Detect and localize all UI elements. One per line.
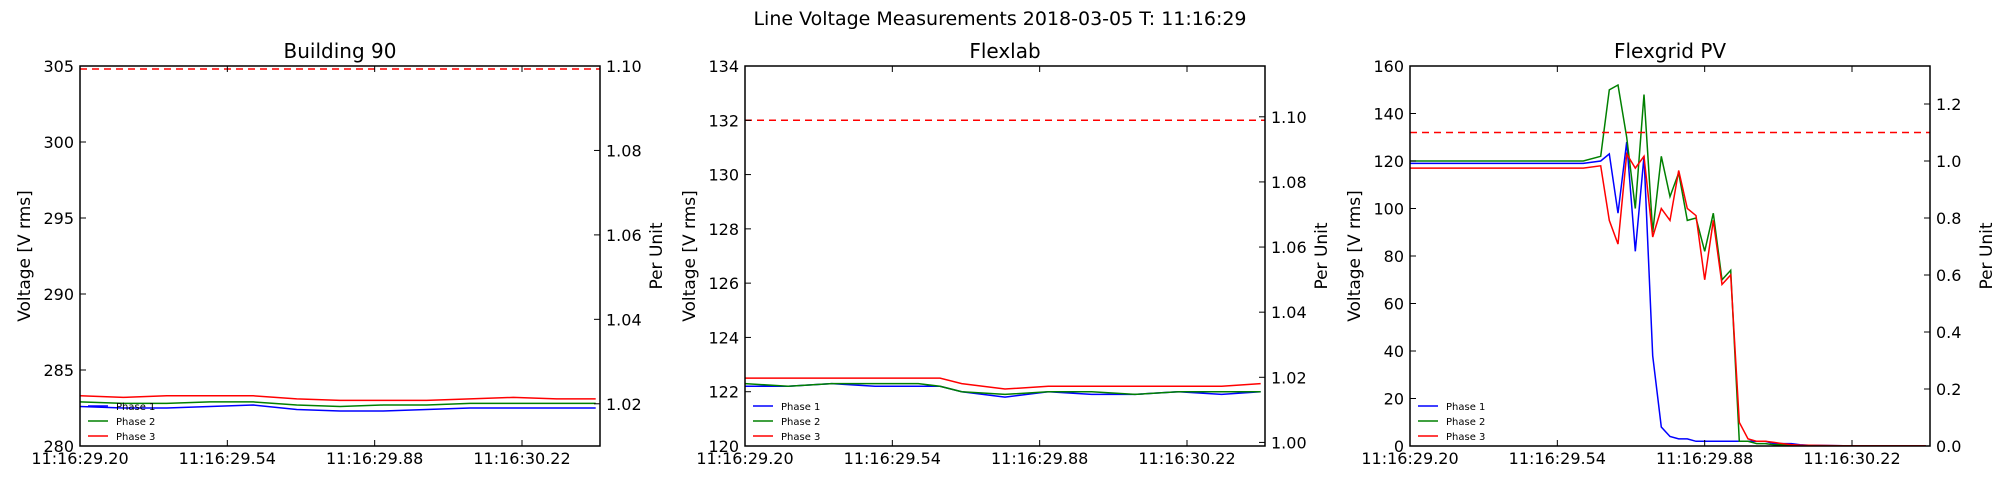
- series-line-phase-3: [745, 377, 1261, 390]
- y-tick-label: 126: [708, 274, 739, 293]
- chart-panel-2: Flexlab 11:16:29.20 11:16:29.54 11:16:29.88…: [680, 39, 1332, 468]
- legend: Phase 1 Phase 2 Phase 3: [1418, 402, 1485, 443]
- x-tick-label: 11:16:29.20: [31, 449, 128, 468]
- y2-tick-label: 1.04: [1271, 303, 1307, 322]
- y-tick-label: 132: [708, 111, 739, 130]
- y-tick-label: 120: [1373, 152, 1404, 171]
- y2-tick-label: 1.08: [1271, 173, 1307, 192]
- y-tick-label: 130: [708, 166, 739, 185]
- legend: Phase 1 Phase 2 Phase 3: [88, 402, 155, 443]
- x-tick-label: 11:16:29.88: [1656, 449, 1753, 468]
- x-tick-label: 11:16:30.22: [1138, 449, 1235, 468]
- legend-label-phase-1: Phase 1: [781, 402, 820, 413]
- legend-label-phase-3: Phase 3: [781, 432, 820, 443]
- legend-label-phase-3: Phase 3: [116, 432, 155, 443]
- x-tick-label: 11:16:29.20: [1361, 449, 1458, 468]
- legend-label-phase-2: Phase 2: [116, 417, 155, 428]
- series-line-phase-1: [80, 404, 596, 412]
- y-tick-label: 285: [43, 361, 74, 380]
- y2-tick-label: 0.4: [1936, 323, 1961, 342]
- series-group: [745, 119, 1265, 398]
- axes-frame: [1409, 65, 1931, 447]
- y-tick-label: 20: [1384, 390, 1404, 409]
- y2-axis-label: Per Unit: [1312, 222, 1332, 289]
- y2-tick-label: 1.06: [1271, 238, 1307, 257]
- legend-label-phase-2: Phase 2: [781, 417, 820, 428]
- x-tick-label: 11:16:29.88: [326, 449, 423, 468]
- y2-tick-label: 1.06: [606, 226, 642, 245]
- y-tick-label: 305: [43, 57, 74, 76]
- y-tick-label: 134: [708, 57, 739, 76]
- y-axis-label: Voltage [V rms]: [1345, 190, 1365, 322]
- y2-tick-label: 1.04: [606, 310, 642, 329]
- series-line-phase-2: [745, 382, 1261, 396]
- y2-tick-label: 1.02: [606, 395, 642, 414]
- y-tick-label: 0: [1394, 437, 1404, 456]
- y2-tick-label: 1.2: [1936, 95, 1961, 114]
- legend-label-phase-3: Phase 3: [1446, 432, 1485, 443]
- y-tick-label: 300: [43, 133, 74, 152]
- y2-tick-label: 1.00: [1271, 433, 1307, 452]
- y-tick-label: 140: [1373, 105, 1404, 124]
- y-tick-label: 128: [708, 220, 739, 239]
- y-tick-label: 280: [43, 437, 74, 456]
- y2-tick-label: 1.0: [1936, 152, 1961, 171]
- y-tick-label: 100: [1373, 200, 1404, 219]
- series-line-phase-2: [1410, 83, 1926, 446]
- x-tick-label: 11:16:29.20: [696, 449, 793, 468]
- y-tick-label: 122: [708, 383, 739, 402]
- axes-frame: [79, 65, 601, 447]
- y2-tick-label: 0.2: [1936, 380, 1961, 399]
- legend-label-phase-1: Phase 1: [1446, 402, 1485, 413]
- y2-axis-label: Per Unit: [1977, 222, 1997, 289]
- y-tick-label: 160: [1373, 57, 1404, 76]
- y-tick-label: 295: [43, 209, 74, 228]
- x-tick-label: 11:16:29.54: [844, 449, 941, 468]
- y2-tick-label: 0.0: [1936, 437, 1961, 456]
- axes-frame: [744, 65, 1266, 447]
- y2-tick-label: 1.02: [1271, 368, 1307, 387]
- y-tick-label: 290: [43, 285, 74, 304]
- panel-title: Flexlab: [969, 39, 1040, 63]
- y2-tick-label: 1.08: [606, 141, 642, 160]
- series-line-phase-3: [1410, 151, 1926, 446]
- chart-panel-1: Building 90 11:16:29.20 11:16:29.54 11:16:2…: [15, 39, 667, 468]
- y2-axis-label: Per Unit: [647, 222, 667, 289]
- panel-title: Building 90: [284, 39, 397, 63]
- y-axis-label: Voltage [V rms]: [680, 190, 700, 322]
- series-line-phase-2: [80, 401, 596, 408]
- series-group: [80, 68, 600, 412]
- legend-label-phase-1: Phase 1: [116, 402, 155, 413]
- y-tick-label: 80: [1384, 247, 1404, 266]
- x-tick-label: 11:16:29.54: [179, 449, 276, 468]
- legend: Phase 1 Phase 2 Phase 3: [753, 402, 820, 443]
- panel-title: Flexgrid PV: [1614, 39, 1726, 63]
- series-line-phase-3: [80, 395, 596, 402]
- x-tick-label: 11:16:29.88: [991, 449, 1088, 468]
- x-tick-label: 11:16:30.22: [1803, 449, 1900, 468]
- x-tick-label: 11:16:29.54: [1509, 449, 1606, 468]
- y-tick-label: 60: [1384, 295, 1404, 314]
- y2-tick-label: 0.8: [1936, 209, 1961, 228]
- y2-tick-label: 0.6: [1936, 266, 1961, 285]
- y2-tick-label: 1.10: [606, 57, 642, 76]
- y2-tick-label: 1.10: [1271, 108, 1307, 127]
- y-tick-label: 120: [708, 437, 739, 456]
- x-tick-label: 11:16:30.22: [473, 449, 570, 468]
- figure-title: Line Voltage Measurements 2018-03-05 T: …: [753, 8, 1246, 30]
- y-tick-label: 40: [1384, 342, 1404, 361]
- y-tick-label: 124: [708, 328, 739, 347]
- y-axis-label: Voltage [V rms]: [15, 190, 35, 322]
- series-group: [1410, 83, 1930, 446]
- legend-label-phase-2: Phase 2: [1446, 417, 1485, 428]
- chart-panel-3: Flexgrid PV 11:16:29.20 11:16:29.54 11:16:2…: [1345, 39, 1997, 468]
